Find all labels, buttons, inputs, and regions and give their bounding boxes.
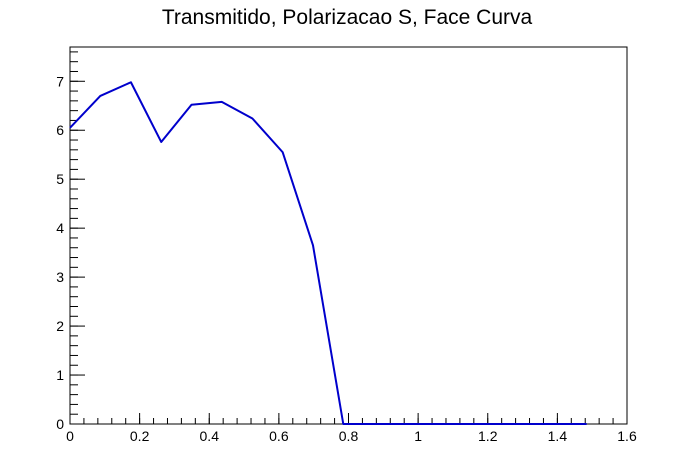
x-tick-label: 0.6	[269, 428, 289, 444]
y-tick-label: 0	[56, 416, 64, 432]
y-tick-label: 6	[56, 122, 64, 138]
x-tick-label: 1.2	[478, 428, 498, 444]
chart-title: Transmitido, Polarizacao S, Face Curva	[162, 6, 533, 29]
y-tick-label: 5	[56, 171, 64, 187]
y-tick-label: 4	[56, 220, 64, 236]
y-tick-label: 1	[56, 367, 64, 383]
x-tick-label: 0.2	[130, 428, 150, 444]
x-tick-label: 1.4	[548, 428, 568, 444]
y-tick-label: 7	[56, 73, 64, 89]
series-line	[69, 81, 587, 425]
x-tick-label: 0.4	[200, 428, 220, 444]
axes: 0 0.2 0.4 0.6 0.8 1 1.2 1.4 1.6 0 1 2 3 4 5 6 7	[56, 51, 637, 444]
series-group	[69, 81, 587, 425]
y-tick-label: 2	[56, 318, 64, 334]
y-tick-label: 3	[56, 269, 64, 285]
x-tick-label: 0.8	[339, 428, 359, 444]
x-tick-label: 1	[414, 428, 422, 444]
x-tick-label: 1.6	[617, 428, 637, 444]
plot-frame	[69, 46, 628, 425]
x-tick-label: 0	[66, 428, 74, 444]
